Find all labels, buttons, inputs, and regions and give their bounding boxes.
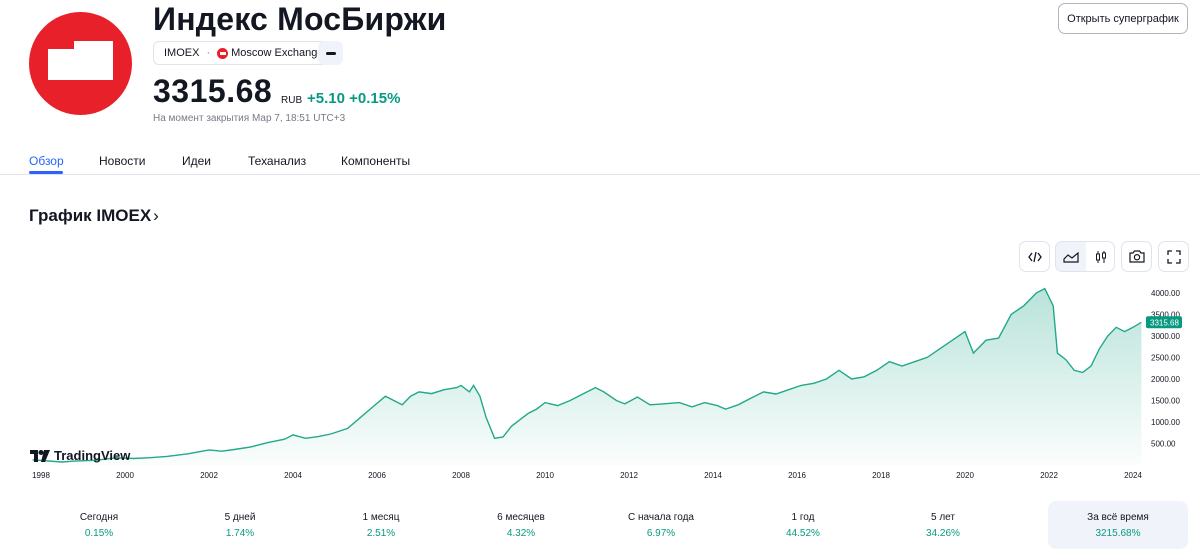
camera-icon — [1128, 250, 1145, 263]
performance-value: 1.74% — [225, 528, 255, 539]
performance-tile[interactable]: 1 месяц 2.51% — [311, 501, 451, 549]
performance-value: 6.97% — [646, 528, 676, 539]
price-change: +5.10 +0.15% — [307, 90, 400, 107]
y-tick-label: 4000.00 — [1151, 289, 1180, 298]
remove-watchlist-button[interactable] — [318, 41, 343, 65]
y-tick-label: 2500.00 — [1151, 353, 1180, 362]
performance-value: 4.32% — [506, 528, 536, 539]
performance-period-label: 6 месяцев — [497, 512, 545, 523]
performance-value: 0.15% — [84, 528, 114, 539]
fullscreen-icon — [1166, 249, 1181, 264]
tab-bar: Обзор Новости Идеи Теханализ Компоненты — [0, 148, 1200, 175]
y-tick-label: 3500.00 — [1151, 310, 1180, 319]
performance-tile[interactable]: 5 лет 34.26% — [873, 501, 1013, 549]
chart-section-title[interactable]: График IMOEX › — [29, 206, 159, 226]
series-line — [32, 287, 1142, 463]
minus-icon — [325, 51, 336, 55]
x-tick-label: 2006 — [368, 471, 386, 480]
performance-tile[interactable]: 5 дней 1.74% — [170, 501, 310, 549]
performance-tile[interactable]: Сегодня 0.15% — [29, 501, 169, 549]
performance-tile[interactable]: 1 год 44.52% — [733, 501, 873, 549]
chart-style-toggle — [1055, 241, 1115, 272]
performance-period-label: 5 дней — [224, 512, 256, 523]
candles-style-button[interactable] — [1086, 242, 1116, 271]
y-tick-label: 3000.00 — [1151, 332, 1180, 341]
symbol-chip[interactable]: IMOEX · Moscow Exchange — [153, 41, 335, 65]
tab-technicals[interactable]: Теханализ — [248, 154, 307, 168]
x-tick-label: 2008 — [452, 471, 470, 480]
performance-value: 44.52% — [786, 528, 820, 539]
performance-period-label: 1 месяц — [362, 512, 400, 523]
performance-tile[interactable]: За всё время 3215.68% — [1048, 501, 1188, 549]
performance-period-label: С начала года — [628, 512, 694, 523]
x-tick-label: 2000 — [116, 471, 134, 480]
exchange-logo-icon — [217, 47, 229, 59]
x-tick-label: 2024 — [1124, 471, 1142, 480]
x-tick-label: 2018 — [872, 471, 890, 480]
fullscreen-button[interactable] — [1158, 241, 1189, 272]
performance-period-label: За всё время — [1087, 512, 1149, 523]
snapshot-button[interactable] — [1121, 241, 1152, 272]
performance-period-label: 1 год — [791, 512, 815, 523]
performance-value: 3215.68% — [1095, 528, 1141, 539]
x-tick-label: 2010 — [536, 471, 554, 480]
x-tick-label: 2016 — [788, 471, 806, 480]
price-value: 3315.68 — [153, 73, 273, 109]
change-pct: +0.15% — [349, 90, 401, 107]
tradingview-label: TradingView — [54, 448, 131, 463]
performance-tile[interactable]: С начала года 6.97% — [591, 501, 731, 549]
last-price-label: 3315.68 — [1150, 318, 1179, 327]
embed-button[interactable] — [1019, 241, 1050, 272]
tab-ideas[interactable]: Идеи — [182, 154, 212, 168]
separator-dot: · — [206, 47, 211, 59]
y-tick-label: 500.00 — [1151, 440, 1176, 449]
x-tick-label: 1998 — [32, 471, 50, 480]
moex-logo — [29, 12, 132, 115]
area-style-button[interactable] — [1056, 242, 1086, 271]
x-tick-label: 2020 — [956, 471, 974, 480]
y-tick-label: 1000.00 — [1151, 418, 1180, 427]
area-chart-icon — [1063, 251, 1079, 263]
embed-icon — [1027, 251, 1042, 262]
performance-value: 2.51% — [366, 528, 396, 539]
close-time-note: На момент закрытия Мар 7, 18:51 UTC+3 — [153, 113, 346, 124]
chevron-right-icon: › — [153, 206, 159, 225]
tradingview-icon — [30, 449, 50, 462]
area-fill — [32, 288, 1142, 465]
change-abs: +5.10 — [307, 90, 345, 107]
x-tick-label: 2022 — [1040, 471, 1058, 480]
performance-period-label: 5 лет — [931, 512, 955, 523]
tab-overview[interactable]: Обзор — [29, 154, 64, 168]
performance-tile[interactable]: 6 месяцев 4.32% — [451, 501, 591, 549]
page-title: Индекс МосБиржи — [153, 1, 447, 37]
x-tick-label: 2002 — [200, 471, 218, 480]
price-area-chart[interactable]: 500.00 1000.00 1500.00 2000.00 2500.00 3000.0… — [0, 280, 1200, 485]
last-price-badge — [1146, 316, 1182, 329]
open-superchart-button[interactable]: Открыть суперграфик — [1058, 3, 1188, 34]
x-tick-label: 2014 — [704, 471, 722, 480]
tradingview-logo[interactable]: TradingView — [30, 448, 130, 463]
ticker-label: IMOEX — [164, 47, 200, 59]
active-tab-indicator — [29, 171, 63, 174]
performance-value: 34.26% — [926, 528, 960, 539]
performance-period-label: Сегодня — [79, 512, 119, 523]
currency-label: RUB — [281, 95, 303, 106]
x-tick-label: 2012 — [620, 471, 638, 480]
y-tick-label: 2000.00 — [1151, 375, 1180, 384]
tab-components[interactable]: Компоненты — [341, 154, 411, 168]
candles-icon — [1096, 250, 1106, 263]
tab-news[interactable]: Новости — [99, 154, 146, 168]
exchange-label: Moscow Exchange — [231, 47, 324, 59]
x-tick-label: 2004 — [284, 471, 302, 480]
y-tick-label: 1500.00 — [1151, 397, 1180, 406]
chart-section-label: График IMOEX — [29, 206, 152, 225]
